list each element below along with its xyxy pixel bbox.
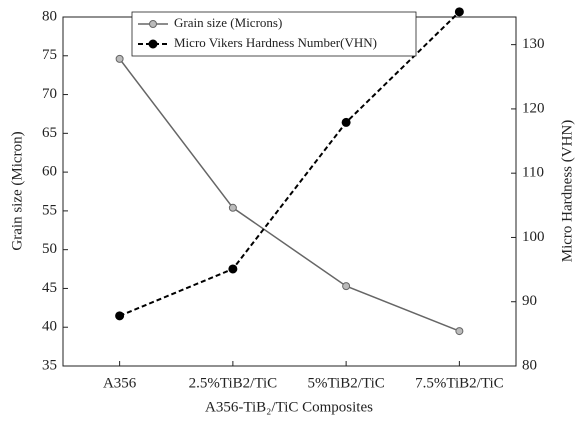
series-line: [119, 58, 460, 332]
y-tick-label: 80: [42, 8, 57, 24]
point: [455, 327, 464, 336]
y-tick-label: 60: [42, 164, 57, 180]
point: [115, 311, 125, 321]
y2-tick-label: 90: [522, 293, 537, 309]
x-tick-label: A356: [103, 375, 137, 391]
y-axis-title: Grain size (Micron): [9, 131, 25, 250]
y2-tick-label: 100: [522, 229, 545, 245]
y-tick-label: 40: [42, 319, 57, 335]
point: [115, 54, 124, 63]
point: [342, 282, 351, 291]
x-tick-label: 7.5%TiB2/TiC: [415, 375, 504, 391]
point: [228, 264, 238, 274]
y2-tick-label: 80: [522, 357, 537, 373]
y-tick-label: 45: [42, 280, 57, 296]
legend-label: Micro Vikers Hardness Number(VHN): [174, 35, 377, 50]
legend-marker: [149, 20, 157, 28]
y2-axis-title: Micro Hardness (VHN): [559, 120, 575, 262]
y-tick-label: 55: [42, 202, 57, 218]
x-tick-label: 5%TiB2/TiC: [307, 375, 384, 391]
y2-tick-label: 130: [522, 36, 545, 52]
legend-box: [131, 11, 417, 57]
y-tick-label: 50: [42, 241, 57, 257]
y-tick-label: 35: [42, 357, 57, 373]
point: [228, 203, 237, 212]
y2-tick-label: 110: [522, 165, 544, 181]
legend-label: Grain size (Microns): [174, 15, 282, 30]
y-tick-label: 70: [42, 86, 57, 102]
x-tick-label: 2.5%TiB2/TiC: [189, 375, 278, 391]
y-tick-label: 75: [42, 47, 57, 63]
plot-frame: [62, 16, 517, 367]
x-axis-title: A356-TiB₂/TiC Composites: [205, 399, 373, 415]
point: [454, 7, 464, 17]
y2-tick-label: 120: [522, 100, 545, 116]
legend-marker: [148, 39, 158, 49]
point: [341, 117, 351, 127]
y-tick-label: 65: [42, 125, 57, 141]
series-line: [119, 11, 461, 317]
